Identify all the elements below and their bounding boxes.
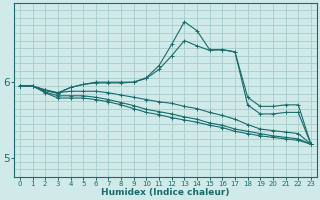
X-axis label: Humidex (Indice chaleur): Humidex (Indice chaleur) [101,188,230,197]
